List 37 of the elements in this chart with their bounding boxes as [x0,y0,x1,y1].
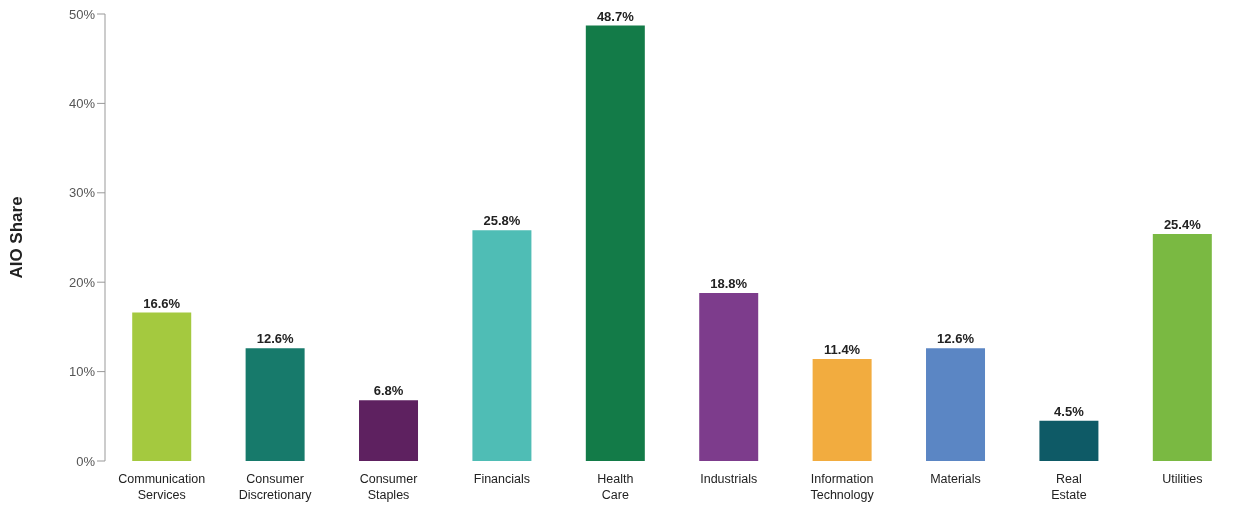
bar [1039,420,1099,461]
x-tick-label: Industrials [700,472,758,486]
bar [1152,233,1212,461]
data-label: 12.6% [256,331,294,347]
bar [812,359,872,461]
y-tick-label: 50% [68,6,96,22]
bar [585,25,645,461]
y-axis-title: AIO Share [7,196,27,279]
x-tick-label: Utilities [1162,472,1203,486]
x-tick-label: Consumer Staples [359,472,418,502]
x-tick-label: Materials [930,472,981,486]
x-tick-label: Information Technology [810,472,875,502]
x-tick-label: Financials [473,472,531,486]
data-label: 48.7% [596,8,635,24]
y-tick-label: 20% [68,274,96,290]
x-tick-label: Consumer Discretionary [238,472,313,502]
x-tick-label: Health Care [597,472,634,502]
x-tick-label: Real Estate [1051,472,1087,502]
data-label: 25.8% [483,213,521,229]
data-label: 25.4% [1163,216,1202,232]
bar [359,400,419,461]
bar [699,292,759,461]
bar [926,348,986,461]
y-tick-label: 0% [76,453,96,469]
x-tick-label: Communication Services [118,472,206,502]
bar [245,348,305,461]
data-label: 6.8% [373,383,404,399]
data-label: 18.8% [710,275,748,291]
bar [472,230,532,461]
data-label: 12.6% [937,331,975,347]
y-tick-label: 30% [68,185,96,201]
bar [132,312,192,461]
y-tick-label: 10% [68,364,96,380]
data-label: 4.5% [1054,403,1085,419]
data-label: 11.4% [824,342,861,358]
data-label: 16.6% [143,295,181,311]
y-tick-label: 40% [68,96,96,112]
